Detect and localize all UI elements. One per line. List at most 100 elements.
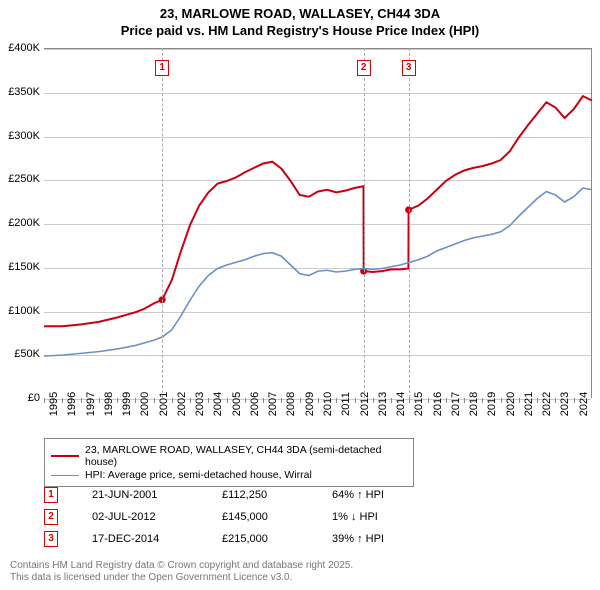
event-row-badge: 2	[44, 509, 58, 525]
legend-label: HPI: Average price, semi-detached house,…	[85, 469, 312, 481]
x-axis-label: 2004	[212, 392, 224, 416]
x-tick	[391, 398, 392, 403]
x-tick	[336, 398, 337, 403]
footer-attribution: Contains HM Land Registry data © Crown c…	[10, 560, 353, 584]
event-date: 21-JUN-2001	[92, 489, 222, 501]
x-tick	[482, 398, 483, 403]
x-tick	[281, 398, 282, 403]
title-line1: 23, MARLOWE ROAD, WALLASEY, CH44 3DA	[0, 6, 600, 23]
y-axis-label: £300K	[8, 130, 40, 142]
x-axis-label: 2006	[249, 392, 261, 416]
chart-title: 23, MARLOWE ROAD, WALLASEY, CH44 3DA Pri…	[0, 0, 600, 40]
y-axis-label: £350K	[8, 86, 40, 98]
x-tick	[428, 398, 429, 403]
x-axis-label: 2020	[505, 392, 517, 416]
event-price: £215,000	[222, 533, 332, 545]
event-guideline	[162, 48, 163, 398]
y-axis-label: £250K	[8, 173, 40, 185]
x-axis-label: 2005	[231, 392, 243, 416]
x-axis-label: 1997	[85, 392, 97, 416]
event-price: £145,000	[222, 511, 332, 523]
x-tick	[44, 398, 45, 403]
x-tick	[574, 398, 575, 403]
x-tick	[537, 398, 538, 403]
x-tick	[172, 398, 173, 403]
x-tick	[555, 398, 556, 403]
x-tick	[409, 398, 410, 403]
x-tick	[99, 398, 100, 403]
x-axis-label: 2002	[176, 392, 188, 416]
y-axis-label: £100K	[8, 305, 40, 317]
event-row: 1 21-JUN-2001£112,25064% ↑ HPI	[44, 484, 422, 506]
x-tick	[263, 398, 264, 403]
legend-swatch	[51, 475, 79, 476]
x-axis-label: 2019	[486, 392, 498, 416]
x-axis-label: 2023	[559, 392, 571, 416]
x-axis-label: 2015	[413, 392, 425, 416]
chart-svg	[44, 48, 592, 398]
x-tick	[355, 398, 356, 403]
x-axis-label: 2013	[377, 392, 389, 416]
x-axis-label: 2008	[285, 392, 297, 416]
event-badge: 2	[357, 60, 371, 76]
x-axis-label: 2017	[450, 392, 462, 416]
x-tick	[446, 398, 447, 403]
event-guideline	[409, 48, 410, 398]
x-axis-label: 2001	[158, 392, 170, 416]
legend: 23, MARLOWE ROAD, WALLASEY, CH44 3DA (se…	[44, 438, 414, 487]
x-axis-label: 2003	[194, 392, 206, 416]
x-axis-label: 2024	[578, 392, 590, 416]
event-date: 17-DEC-2014	[92, 533, 222, 545]
x-axis-label: 2011	[340, 392, 352, 416]
event-delta: 39% ↑ HPI	[332, 533, 422, 545]
event-delta: 1% ↓ HPI	[332, 511, 422, 523]
event-row-badge: 1	[44, 487, 58, 503]
x-axis-label: 2009	[304, 392, 316, 416]
x-axis-label: 1996	[66, 392, 78, 416]
legend-item: 23, MARLOWE ROAD, WALLASEY, CH44 3DA (se…	[51, 444, 407, 468]
footer-line1: Contains HM Land Registry data © Crown c…	[10, 560, 353, 572]
x-tick	[62, 398, 63, 403]
x-axis-label: 2018	[468, 392, 480, 416]
x-tick	[190, 398, 191, 403]
event-guideline	[364, 48, 365, 398]
x-axis-label: 1995	[48, 392, 60, 416]
event-badge: 3	[402, 60, 416, 76]
legend-swatch	[51, 455, 79, 457]
series-price_paid	[44, 96, 592, 326]
event-row: 2 02-JUL-2012£145,0001% ↓ HPI	[44, 506, 422, 528]
legend-item: HPI: Average price, semi-detached house,…	[51, 469, 407, 481]
y-axis-label: £150K	[8, 261, 40, 273]
x-tick	[227, 398, 228, 403]
y-axis-label: £400K	[8, 42, 40, 54]
x-axis-label: 2021	[523, 392, 535, 416]
footer-line2: This data is licensed under the Open Gov…	[10, 572, 353, 584]
event-date: 02-JUL-2012	[92, 511, 222, 523]
event-delta: 64% ↑ HPI	[332, 489, 422, 501]
event-price: £112,250	[222, 489, 332, 501]
x-axis-label: 2010	[322, 392, 334, 416]
event-row-badge: 3	[44, 531, 58, 547]
y-axis-label: £200K	[8, 217, 40, 229]
events-table: 1 21-JUN-2001£112,25064% ↑ HPI 2 02-JUL-201…	[44, 484, 422, 550]
x-axis-label: 2014	[395, 392, 407, 416]
x-tick	[245, 398, 246, 403]
x-axis-label: 1999	[121, 392, 133, 416]
x-tick	[464, 398, 465, 403]
y-axis-label: £0	[28, 392, 40, 404]
x-tick	[81, 398, 82, 403]
legend-label: 23, MARLOWE ROAD, WALLASEY, CH44 3DA (se…	[85, 444, 407, 468]
x-axis-label: 2022	[541, 392, 553, 416]
x-tick	[117, 398, 118, 403]
x-tick	[300, 398, 301, 403]
x-tick	[208, 398, 209, 403]
x-tick	[154, 398, 155, 403]
x-tick	[519, 398, 520, 403]
x-axis-label: 1998	[103, 392, 115, 416]
x-tick	[501, 398, 502, 403]
x-tick	[318, 398, 319, 403]
x-axis-label: 2000	[139, 392, 151, 416]
event-row: 3 17-DEC-2014£215,00039% ↑ HPI	[44, 528, 422, 550]
x-tick	[373, 398, 374, 403]
title-line2: Price paid vs. HM Land Registry's House …	[0, 23, 600, 40]
